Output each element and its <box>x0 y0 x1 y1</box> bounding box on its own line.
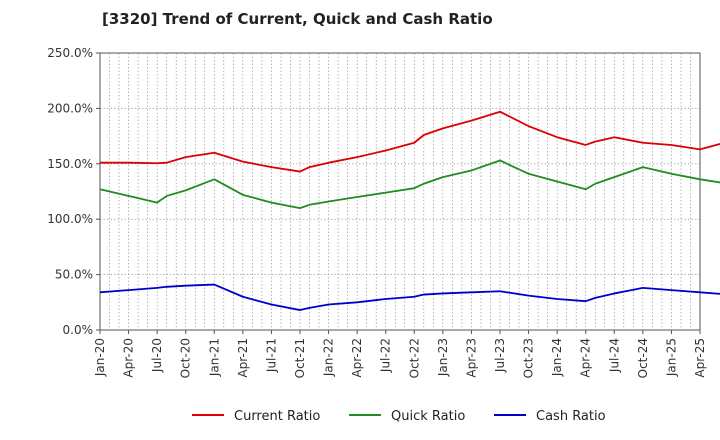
x-tick-label: Jul-22 <box>379 338 393 373</box>
y-tick-label: 50.0% <box>55 268 93 282</box>
series-line-current-ratio <box>100 110 720 173</box>
x-tick-label: Jan-21 <box>207 338 221 377</box>
x-axis-ticks: Jan-20 Apr-20 Jul-20 Oct-20 Jan-21 Apr-21 Jul-… <box>93 330 707 378</box>
chart-title: [3320] Trend of Current, Quick and Cash … <box>102 10 493 28</box>
y-tick-label: 200.0% <box>47 101 93 115</box>
y-tick-label: 150.0% <box>47 157 93 171</box>
legend-label: Current Ratio <box>234 409 320 424</box>
x-tick-label: Oct-23 <box>522 338 536 378</box>
x-tick-label: Oct-21 <box>293 338 307 378</box>
grid-lines <box>100 53 700 330</box>
series-line-cash-ratio <box>99 283 720 311</box>
plot-area-frame <box>99 52 701 331</box>
x-tick-label: Apr-24 <box>579 338 593 378</box>
y-axis-ticks: 0.0% 50.0% 100.0% 150.0% 200.0% 250.0% <box>47 46 100 337</box>
series-lines <box>99 110 720 311</box>
x-tick-label: Apr-21 <box>236 338 250 378</box>
x-tick-label: Jul-24 <box>607 338 621 373</box>
x-tick-label: Jul-20 <box>150 338 164 373</box>
x-tick-label: Jan-24 <box>550 338 564 377</box>
x-tick-label: Apr-22 <box>350 338 364 378</box>
x-tick-label: Jul-23 <box>493 338 507 373</box>
x-tick-label: Oct-22 <box>407 338 421 378</box>
x-tick-label: Jan-23 <box>436 338 450 377</box>
x-tick-label: Jan-22 <box>322 338 336 377</box>
y-tick-label: 100.0% <box>47 212 93 226</box>
y-tick-label: 0.0% <box>63 323 94 337</box>
x-tick-label: Jan-25 <box>664 338 678 377</box>
x-tick-label: Apr-23 <box>464 338 478 378</box>
series-line-quick-ratio <box>99 159 720 210</box>
x-tick-label: Apr-20 <box>122 338 136 378</box>
legend-label: Quick Ratio <box>391 409 465 424</box>
x-tick-label: Oct-24 <box>636 338 650 378</box>
x-tick-label: Jan-20 <box>93 338 107 377</box>
legend-label: Cash Ratio <box>536 409 606 424</box>
legend: Current Ratio Quick Ratio Cash Ratio <box>192 409 606 424</box>
x-tick-label: Jul-21 <box>264 338 278 373</box>
y-tick-label: 250.0% <box>47 46 93 60</box>
x-tick-label: Oct-20 <box>179 338 193 378</box>
x-tick-label: Apr-25 <box>693 338 707 378</box>
